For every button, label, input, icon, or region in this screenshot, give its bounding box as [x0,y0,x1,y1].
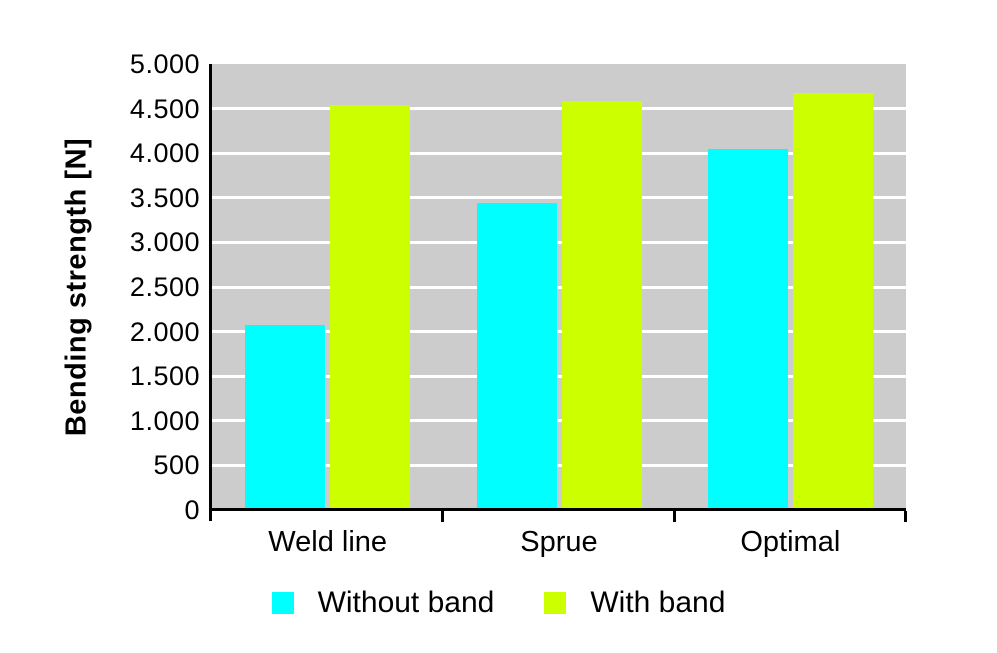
y-tick-label: 2.000 [129,316,200,347]
x-axis-line [209,508,906,511]
bar-without-band-weld-line [245,325,326,510]
gridline [212,374,906,378]
x-category-label-weld-line: Weld line [268,526,388,558]
legend-label: Without band [317,586,495,619]
gridline [212,330,906,334]
y-tick-label: 3.000 [129,227,200,258]
gridline [212,463,906,467]
x-axis-tick [904,511,907,522]
gridline [212,196,906,200]
legend: Without band With band [0,584,997,622]
y-tick-label: 4.000 [129,138,200,169]
y-tick-label: 5.000 [129,49,200,79]
y-tick-label: 500 [153,450,200,481]
y-axis-line [209,64,212,521]
gridline [212,285,906,289]
bar-without-band-sprue [476,203,557,510]
legend-swatch-without-band [271,592,294,614]
x-category-label-sprue: Sprue [520,526,598,558]
bar-with-band-weld-line [330,105,411,510]
bar-with-band-optimal [792,93,873,510]
gridline [212,240,906,244]
gridline [212,107,906,111]
y-tick-label: 1.000 [129,405,200,436]
y-tick-label: 4.500 [129,93,200,124]
x-category-label-optimal: Optimal [740,526,841,558]
x-axis-tick [441,511,445,522]
legend-label: With band [590,586,726,619]
gridline [212,419,906,423]
plot-area [212,64,906,510]
gridline [212,151,906,155]
x-axis-tick [672,511,676,522]
y-tick-label: 0 [184,495,200,525]
legend-item-with-band: With band [544,586,725,620]
y-tick-label: 1.500 [129,361,200,392]
legend-swatch-with-band [544,592,567,614]
bar-with-band-sprue [561,101,642,510]
y-tick-label: 3.500 [129,182,200,213]
bar-without-band-optimal [707,149,788,510]
y-tick-label: 2.500 [129,272,200,302]
legend-item-without-band: Without band [271,586,495,620]
